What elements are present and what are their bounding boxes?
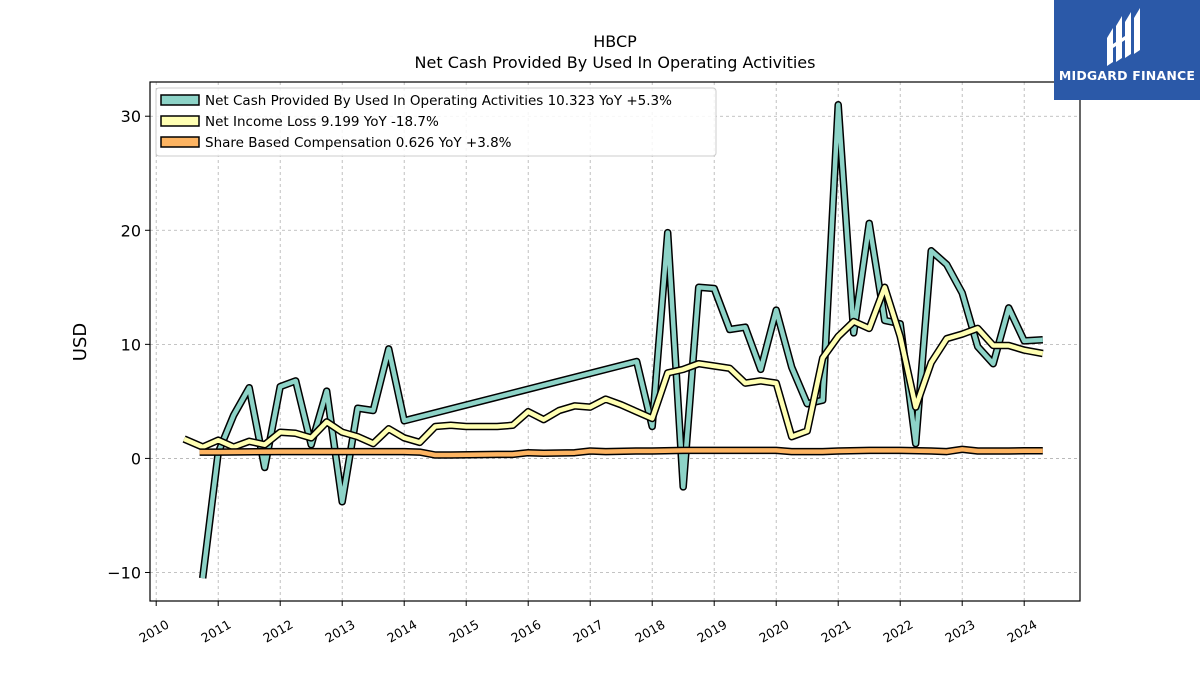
x-tick-label: 2024: [1004, 617, 1039, 646]
y-tick-label: 0: [131, 449, 141, 468]
y-tick-label: 10: [121, 335, 141, 354]
series-net-cash-provided-by-used-in-operating-activities: [198, 101, 1044, 579]
series-lines: [182, 101, 1044, 579]
series-line: [199, 447, 1043, 458]
legend: Net Cash Provided By Used In Operating A…: [155, 87, 717, 157]
series-net-income-loss: [182, 283, 1044, 451]
y-axis-label: USD: [70, 323, 91, 361]
legend-swatch: [160, 115, 200, 127]
x-tick-label: 2011: [198, 617, 233, 646]
chart-subtitle: Net Cash Provided By Used In Operating A…: [415, 53, 816, 72]
logo-text: MIDGARD FINANCE: [1058, 68, 1196, 83]
series-share-based-compensation: [199, 445, 1043, 459]
x-tick-label: 2020: [756, 617, 791, 646]
legend-label: Share Based Compensation 0.626 YoY +3.8%: [205, 135, 512, 151]
legend-box: [155, 87, 717, 157]
legend-swatch: [160, 94, 200, 106]
series-line: [183, 285, 1044, 450]
x-tick-label: 2022: [880, 617, 915, 646]
x-tick-label: 2010: [136, 617, 171, 646]
y-tick-label: −10: [107, 563, 141, 582]
x-tick-label: 2014: [384, 617, 419, 646]
y-tick-label: 30: [121, 107, 141, 126]
x-tick-label: 2017: [570, 617, 605, 646]
x-tick-label: 2019: [694, 617, 729, 646]
y-tick-label: 20: [121, 221, 141, 240]
legend-label: Net Cash Provided By Used In Operating A…: [205, 93, 672, 109]
x-tick-label: 2023: [942, 617, 977, 646]
legend-label: Net Income Loss 9.199 YoY -18.7%: [205, 114, 439, 130]
x-tick-label: 2015: [446, 617, 481, 646]
series-line: [200, 102, 1043, 579]
x-tick-label: 2021: [818, 617, 853, 646]
plot-frame: [149, 81, 1081, 602]
x-tick-label: 2012: [260, 617, 295, 646]
midgard-logo: MIDGARD FINANCE: [1054, 0, 1200, 100]
x-tick-label: 2013: [322, 617, 357, 646]
midgard-m-logo-icon: [1107, 8, 1140, 66]
x-tick-label: 2018: [632, 617, 667, 646]
chart-title: HBCP: [593, 32, 637, 51]
legend-swatch: [160, 136, 200, 148]
x-tick-label: 2016: [508, 617, 543, 646]
series-line-outline: [198, 101, 1044, 579]
